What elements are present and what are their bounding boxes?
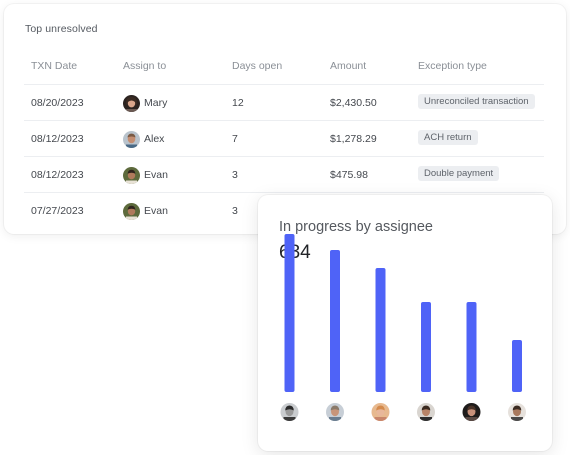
amount-cell: $475.98 <box>330 169 368 181</box>
chart-title: In progress by assignee <box>279 219 433 235</box>
txn-date-cell: 08/20/2023 <box>31 97 84 109</box>
assignee-name: Alex <box>144 133 165 145</box>
avatar-mary <box>123 94 140 112</box>
table-header: TXN Date Assign to Days open Amount Exce… <box>4 60 566 74</box>
avatar-assignee-5[interactable] <box>462 403 481 422</box>
avatar-assignee-6[interactable] <box>508 403 526 422</box>
txn-date-cell: 08/12/2023 <box>31 133 84 145</box>
card-title: Top unresolved <box>25 23 98 35</box>
column-header-txn-date[interactable]: TXN Date <box>31 60 78 72</box>
table-row[interactable]: 07/27/2023 Evan 3 <box>24 192 544 229</box>
txn-date-cell: 08/12/2023 <box>31 169 84 181</box>
in-progress-chart-card: In progress by assignee 634 <box>258 195 552 451</box>
exception-badge: ACH return <box>418 129 478 145</box>
amount-cell: $1,278.29 <box>330 133 377 145</box>
exception-type-cell: ACH return <box>418 121 478 157</box>
txn-date-cell: 07/27/2023 <box>31 205 84 217</box>
bar-assignee-6[interactable] <box>512 340 522 392</box>
bar-chart <box>280 234 526 422</box>
assignee-cell[interactable]: Evan <box>123 157 168 193</box>
avatar-assignee-1[interactable] <box>280 403 299 422</box>
avatar-assignee-2[interactable] <box>326 403 344 422</box>
bar-assignee-2[interactable] <box>330 250 340 392</box>
exception-type-cell: Unreconciled transaction <box>418 85 535 121</box>
days-open-cell: 3 <box>232 205 238 217</box>
avatar-assignee-3[interactable] <box>371 403 390 422</box>
avatar-alex <box>123 130 140 148</box>
table-row[interactable]: 08/12/2023 Alex 7 $1,278.29 ACH return <box>24 120 544 157</box>
assignee-cell[interactable]: Alex <box>123 121 164 157</box>
assignee-name: Mary <box>144 97 168 109</box>
amount-cell: $2,430.50 <box>330 97 377 109</box>
assignee-cell[interactable]: Evan <box>123 193 168 229</box>
column-header-exception-type[interactable]: Exception type <box>418 60 487 72</box>
bar-assignee-3[interactable] <box>375 268 386 392</box>
table-row[interactable]: 08/20/2023 Mary 12 $2,430.50 Unreconcile… <box>24 84 544 121</box>
column-header-days-open[interactable]: Days open <box>232 60 283 72</box>
exception-badge: Double payment <box>418 165 500 181</box>
exception-badge: Unreconciled transaction <box>418 93 535 109</box>
avatar-assignee-4[interactable] <box>417 403 435 422</box>
avatar-evan <box>123 202 140 220</box>
column-header-amount[interactable]: Amount <box>330 60 367 72</box>
exception-type-cell: Double payment <box>418 157 500 193</box>
column-header-assign-to[interactable]: Assign to <box>123 60 167 72</box>
bar-assignee-4[interactable] <box>421 302 431 392</box>
bar-assignee-1[interactable] <box>284 234 295 392</box>
days-open-cell: 7 <box>232 133 238 145</box>
days-open-cell: 3 <box>232 169 238 181</box>
avatar-evan <box>123 166 140 184</box>
table-row[interactable]: 08/12/2023 Evan 3 $475.98 Double payment <box>24 156 544 193</box>
bar-assignee-5[interactable] <box>466 302 477 392</box>
assignee-name: Evan <box>144 205 168 217</box>
days-open-cell: 12 <box>232 97 244 109</box>
assignee-name: Evan <box>144 169 168 181</box>
assignee-cell[interactable]: Mary <box>123 85 167 121</box>
